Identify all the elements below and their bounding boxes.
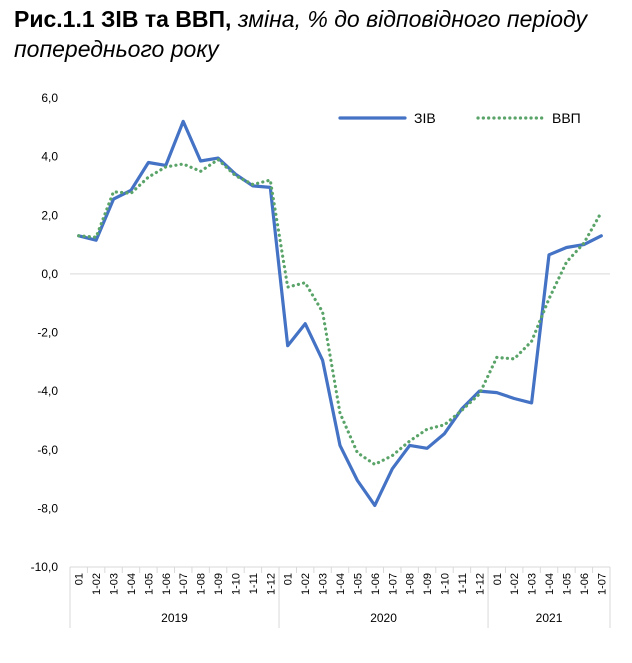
legend-label-gdp: ВВП [552, 110, 581, 126]
x-tick-label: 1-10 [230, 573, 242, 595]
x-tick-label: 1-04 [544, 573, 556, 595]
y-tick-label: -10,0 [31, 560, 59, 574]
x-tick-label: 1-05 [352, 573, 364, 595]
x-tick-label: 1-11 [248, 573, 260, 594]
year-label: 2020 [370, 611, 397, 625]
chart-title-italic: зміна, % до відповідного періоду поперед… [14, 6, 588, 62]
y-tick-label: 4,0 [41, 150, 58, 164]
y-tick-label: -8,0 [37, 501, 58, 515]
y-tick-label: 2,0 [41, 208, 58, 222]
x-tick-label: 01 [74, 573, 86, 585]
y-tick-label: 6,0 [41, 91, 58, 105]
x-tick-label: 1-09 [213, 573, 225, 595]
x-tick-label: 1-04 [335, 573, 347, 595]
legend-label-zib: ЗІВ [414, 110, 436, 126]
x-tick-label: 1-02 [300, 573, 312, 595]
x-tick-label: 1-08 [405, 573, 417, 595]
x-tick-label: 1-03 [109, 573, 121, 595]
series-line-zib [77, 119, 603, 507]
x-tick-label: 1-12 [474, 573, 486, 595]
x-tick-label: 01 [283, 573, 295, 585]
x-tick-label: 1-06 [161, 573, 173, 595]
x-tick-label: 1-10 [440, 573, 452, 595]
x-tick-label: 1-12 [265, 573, 277, 595]
y-tick-label: -6,0 [37, 443, 58, 457]
x-tick-label: 1-11 [457, 573, 469, 594]
x-tick-label: 1-06 [370, 573, 382, 595]
chart-title-bold: Рис.1.1 ЗІВ та ВВП, [14, 6, 232, 32]
x-tick-label: 1-05 [561, 573, 573, 595]
x-tick-label: 1-07 [596, 573, 608, 595]
x-tick-label: 1-03 [527, 573, 539, 595]
x-tick-label: 1-09 [422, 573, 434, 595]
chart-title: Рис.1.1 ЗІВ та ВВП, зміна, % до відповід… [14, 4, 624, 64]
x-tick-label: 1-04 [126, 573, 138, 595]
x-tick-label: 1-07 [387, 573, 399, 595]
y-tick-label: -4,0 [37, 384, 58, 398]
x-tick-label: 1-02 [509, 573, 521, 595]
year-label: 2019 [161, 611, 188, 625]
x-tick-label: 1-06 [579, 573, 591, 595]
x-tick-label: 1-08 [196, 573, 208, 595]
year-label: 2021 [536, 611, 563, 625]
y-tick-label: -2,0 [37, 326, 58, 340]
x-tick-label: 01 [492, 573, 504, 585]
x-tick-label: 1-07 [178, 573, 190, 595]
x-tick-label: 1-02 [91, 573, 103, 595]
series-line-gdp [77, 158, 603, 466]
x-tick-label: 1-05 [143, 573, 155, 595]
y-tick-label: 0,0 [41, 267, 58, 281]
x-tick-label: 1-03 [318, 573, 330, 595]
